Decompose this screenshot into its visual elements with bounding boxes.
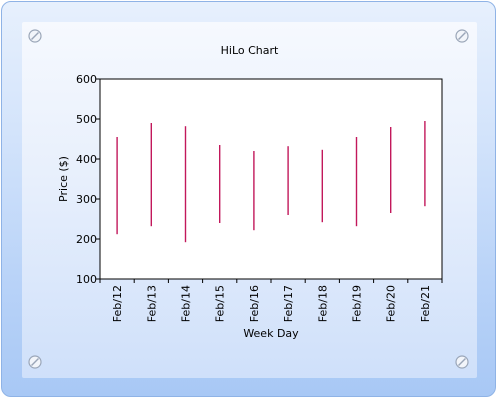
y-axis-label: Price ($)	[57, 156, 70, 202]
x-tick-label: Feb/14	[180, 285, 193, 322]
x-tick-label: Feb/15	[214, 285, 227, 322]
screw-icon	[28, 355, 42, 369]
x-tick-label: Feb/12	[111, 285, 124, 322]
x-tick-label: Feb/21	[419, 285, 432, 322]
x-tick-label: Feb/16	[248, 285, 261, 322]
screw-icon	[28, 29, 42, 43]
chart-title: HiLo Chart	[220, 44, 279, 57]
x-tick-label: Feb/17	[282, 285, 295, 322]
x-tick-label: Feb/13	[145, 285, 158, 322]
y-tick-label: 600	[76, 73, 97, 86]
x-tick-label: Feb/20	[385, 285, 398, 322]
x-axis-label: Week Day	[243, 327, 299, 340]
plot-area	[99, 78, 443, 280]
y-tick-label: 300	[76, 193, 97, 206]
x-tick-label: Feb/18	[316, 285, 329, 322]
y-tick-label: 100	[76, 273, 97, 286]
y-tick-label: 500	[76, 113, 97, 126]
screw-icon	[455, 29, 469, 43]
y-tick-label: 200	[76, 233, 97, 246]
y-tick-label: 400	[76, 153, 97, 166]
screw-icon	[455, 355, 469, 369]
x-tick-label: Feb/19	[351, 285, 364, 322]
